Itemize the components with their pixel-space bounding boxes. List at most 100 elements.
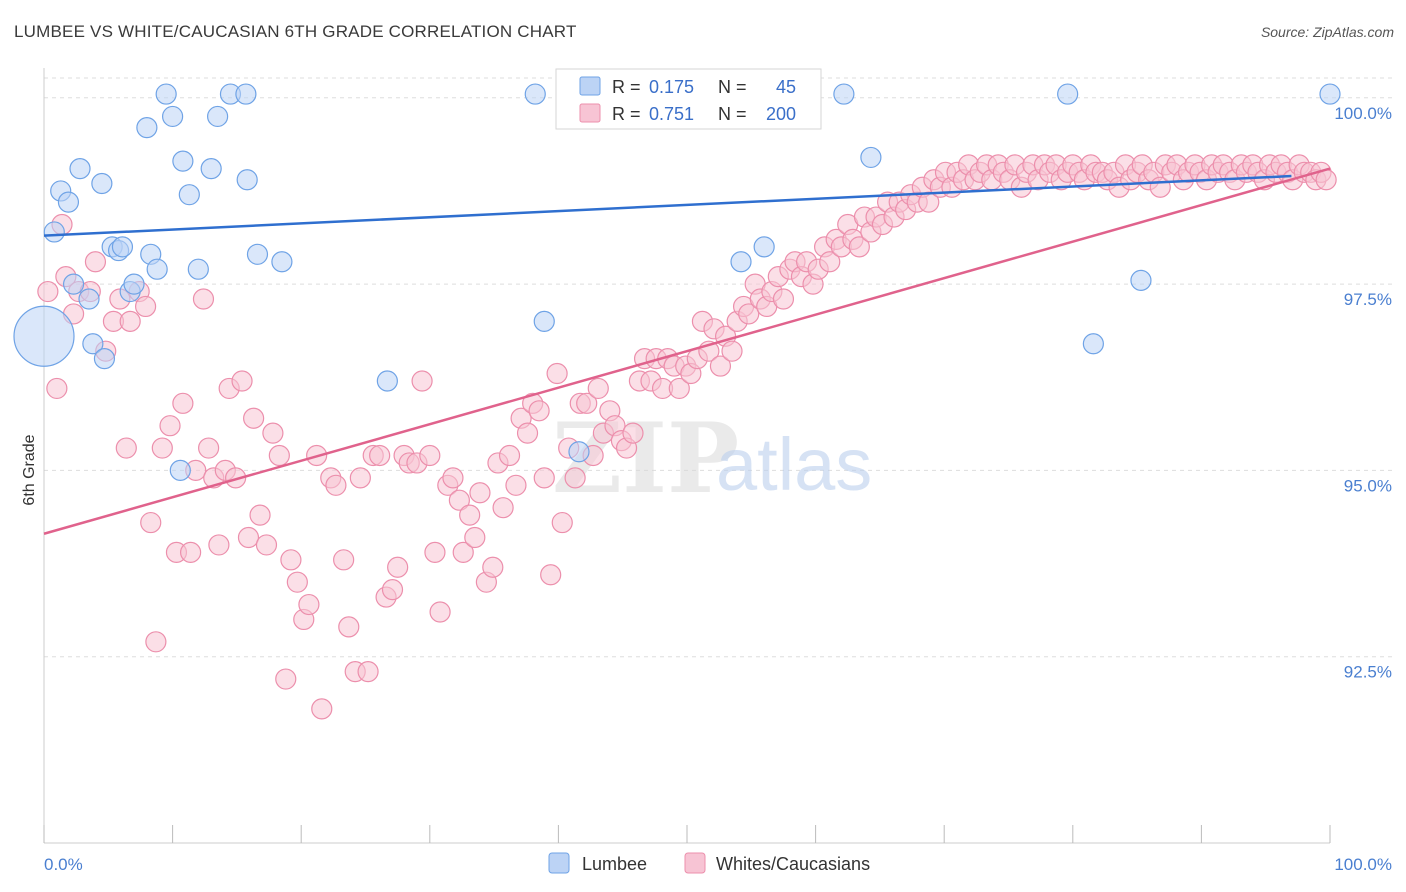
whites-point [237,526,260,549]
y-tick-label: 100.0% [1334,104,1392,123]
whites-point [448,489,470,511]
axes [43,68,1331,844]
legend-n-label-1: N = [718,77,747,97]
chart-title: LUMBEE VS WHITE/CAUCASIAN 6TH GRADE CORR… [14,22,577,41]
whites-point [349,467,371,489]
lumbee-point [187,258,209,280]
whites-point [564,467,586,489]
whites-point [411,370,433,392]
whites-point [721,340,743,362]
whites-points [37,154,1337,720]
x-tick-label-max: 100.0% [1334,855,1392,874]
whites-point [546,362,568,385]
whites-point [172,392,194,414]
trend-lines [43,167,1331,535]
whites-point [492,497,514,519]
whites-point [668,377,690,400]
lumbee-point [753,236,775,258]
whites-point [533,467,555,489]
whites-point [151,437,173,459]
lumbee-point [246,243,269,265]
whites-point [381,579,404,601]
whites-point [134,295,157,318]
y-tick-label: 92.5% [1344,663,1392,682]
lumbee-point [62,273,85,295]
whites-point [180,541,202,563]
lumbee-point [235,83,257,105]
whites-point [46,377,68,400]
whites-point [424,541,446,563]
whites-point [262,422,284,444]
lumbee-point [78,288,100,310]
lumbee-point [1319,83,1341,105]
whites-point [198,437,220,459]
lumbee-point [271,251,293,273]
whites-point [37,280,59,303]
whites-point [576,392,598,414]
lumbee-point [123,273,145,295]
lumbee-point [236,169,258,191]
whites-point [255,534,278,556]
whites-point [298,593,320,616]
whites-point [280,549,302,571]
lumbee-point [1082,333,1104,355]
whites-point [551,511,573,534]
whites-point [498,444,521,467]
lumbee-point [57,191,80,213]
whites-point [540,564,562,586]
lumbee-point [833,83,855,105]
bottom-legend-swatch-lumbee [548,852,570,874]
y-tick-labels: 92.5% 95.0% 97.5% 100.0% [1334,104,1392,682]
whites-point [311,698,333,720]
whites-point [249,504,271,526]
whites-point [452,541,474,563]
legend-r-value-1: 0.175 [649,77,694,97]
bottom-legend-lumbee: Lumbee [582,854,647,874]
lumbee-point [155,83,177,105]
bottom-legend-whites: Whites/Caucasians [716,854,870,874]
bottom-legend: Lumbee Whites/Caucasians [548,852,870,874]
legend-n-value-1: 45 [776,77,796,97]
whites-point [369,444,391,467]
lumbee-point [178,184,200,206]
lumbee-point [1057,83,1079,105]
lumbee-point [524,83,546,105]
whites-point [505,474,527,496]
y-axis-label: 6th Grade [21,434,38,505]
whites-point [516,422,539,444]
whites-point [243,407,265,429]
legend-swatch-lumbee [579,76,601,96]
whites-point [208,534,230,556]
watermark-atlas: atlas [716,423,872,506]
lumbee-point [91,172,113,195]
whites-point [325,474,347,496]
whites-point [459,504,481,526]
legend-r-value-2: 0.751 [649,104,694,124]
lumbee-points [13,83,1341,482]
whites-point [84,251,107,273]
y-tick-label: 95.0% [1344,476,1392,495]
lumbee-point [13,305,75,367]
legend-r-label-2: R = [612,104,641,124]
lumbee-point [376,370,398,392]
whites-point [145,631,167,653]
whites-point [738,303,760,325]
whites-point [819,251,841,273]
legend: R = 0.175 N = 45 R = 0.751 N = 200 [555,68,822,130]
x-tick-label-min: 0.0% [44,855,83,874]
whites-point [429,601,451,623]
whites-point [469,482,491,504]
whites-point [115,437,137,459]
bottom-legend-swatch-whites [684,852,706,874]
whites-point [333,549,355,571]
legend-n-value-2: 200 [766,104,796,124]
legend-n-label-2: N = [718,104,747,124]
lumbee-point [533,310,555,332]
lumbee-point [1130,269,1152,291]
whites-point [587,377,609,400]
legend-swatch-whites [579,103,601,123]
lumbee-point [169,459,191,482]
lumbee-point [860,146,882,169]
lumbee-point [568,441,590,463]
